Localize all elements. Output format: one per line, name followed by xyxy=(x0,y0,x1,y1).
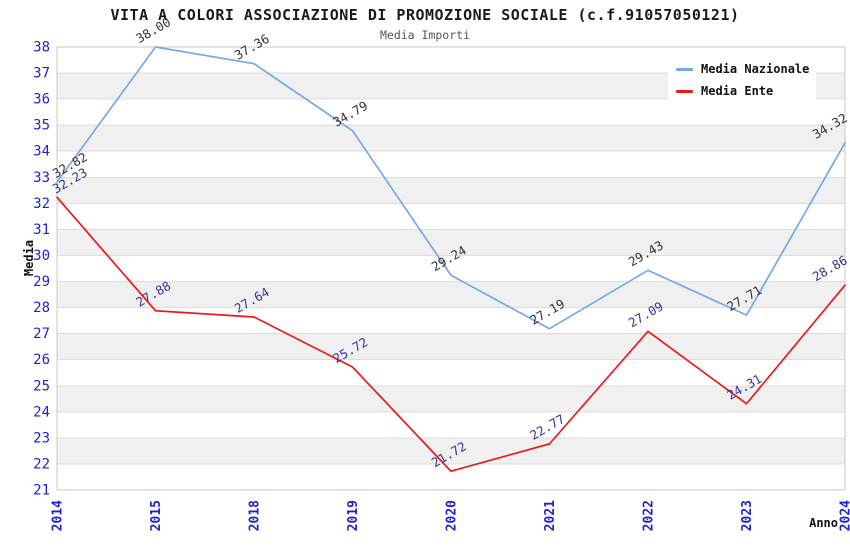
x-tick-label: 2023 xyxy=(740,500,755,531)
x-tick-label: 2018 xyxy=(248,500,263,531)
y-tick-label: 34 xyxy=(33,144,50,160)
grid-band xyxy=(57,203,845,230)
y-tick-label: 22 xyxy=(33,456,50,472)
y-tick-label: 29 xyxy=(33,274,50,290)
y-tick-label: 30 xyxy=(33,248,50,264)
series-line-media-ente xyxy=(56,196,846,473)
x-tick-label: 2022 xyxy=(642,500,657,531)
y-tick-label: 21 xyxy=(33,483,50,499)
grid-band xyxy=(57,229,845,256)
grid-band xyxy=(57,333,845,360)
grid-band xyxy=(57,385,845,412)
y-tick-label: 28 xyxy=(33,300,50,316)
legend-label-media-nazionale: Media Nazionale xyxy=(701,62,810,76)
y-tick-label: 24 xyxy=(33,404,50,420)
y-tick-label: 37 xyxy=(33,66,50,82)
grid-band xyxy=(57,255,845,282)
grid-band xyxy=(57,437,845,464)
x-tick-label: 2014 xyxy=(51,500,66,531)
x-tick-label: 2019 xyxy=(346,500,361,531)
y-tick-label: 31 xyxy=(33,222,50,238)
legend-line-swatch-ente xyxy=(676,89,693,93)
y-tick-label: 38 xyxy=(33,40,50,56)
legend-item-media-nazionale: Media Nazionale xyxy=(676,61,810,77)
series-line-media-nazionale xyxy=(56,46,846,330)
legend-label-media-ente: Media Ente xyxy=(701,84,774,98)
grid-band xyxy=(57,177,845,204)
x-tick-label: 2020 xyxy=(445,500,460,531)
x-tick-label: 2015 xyxy=(149,500,164,531)
grid-band xyxy=(57,463,845,490)
y-tick-label: 23 xyxy=(33,430,50,446)
y-tick-label: 25 xyxy=(33,378,50,394)
x-tick-label: 2021 xyxy=(543,500,558,531)
grid-band xyxy=(57,281,845,308)
plot-border xyxy=(56,46,846,491)
grid-band xyxy=(57,125,845,152)
legend-line-swatch-nazionale xyxy=(676,67,693,71)
y-tick-label: 32 xyxy=(33,196,50,212)
grid-band xyxy=(57,411,845,438)
y-axis-title: Media xyxy=(22,239,36,277)
y-tick-label: 35 xyxy=(33,118,50,134)
chart-subtitle: Media Importi xyxy=(379,28,470,42)
y-tick-label: 33 xyxy=(33,170,50,186)
legend-item-media-ente: Media Ente xyxy=(676,83,808,99)
point-label-media-nazionale: 38.00 xyxy=(133,14,173,46)
page-title: VITA A COLORI ASSOCIAZIONE DI PROMOZIONE… xyxy=(110,6,740,24)
grid-band xyxy=(57,151,845,178)
y-tick-label: 26 xyxy=(33,352,50,368)
y-tick-label: 36 xyxy=(33,92,50,108)
grid-band xyxy=(57,359,845,386)
grid-band xyxy=(57,307,845,334)
y-tick-label: 27 xyxy=(33,326,50,342)
x-axis-title: Anno xyxy=(809,516,838,530)
chart-legend: Media Nazionale Media Ente xyxy=(668,55,816,105)
x-tick-label: 2024 xyxy=(839,500,850,531)
